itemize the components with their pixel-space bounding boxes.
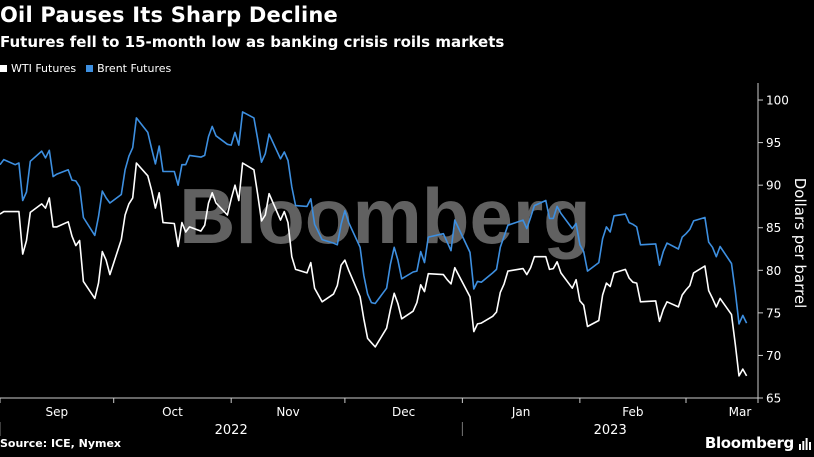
- y-tick-label: 75: [766, 306, 781, 320]
- chart-title: Oil Pauses Its Sharp Decline: [0, 3, 338, 27]
- legend-swatch-brent: [86, 65, 94, 72]
- x-tick-label: Mar: [729, 405, 752, 419]
- y-tick-label: 85: [766, 221, 781, 235]
- y-tick-label: 80: [766, 264, 781, 278]
- y-tick-label: 90: [766, 179, 781, 193]
- x-tick-label: Nov: [276, 405, 299, 419]
- y-tick-label: 95: [766, 136, 781, 150]
- legend-item-wti: WTI Futures: [0, 62, 76, 75]
- legend-label-brent: Brent Futures: [97, 62, 172, 75]
- source-note: Source: ICE, Nymex: [0, 437, 122, 450]
- legend-swatch-wti: [0, 65, 7, 72]
- legend-label-wti: WTI Futures: [11, 62, 77, 75]
- x-tick-label: Jan: [511, 405, 531, 419]
- legend: WTI Futures Brent Futures: [0, 62, 171, 75]
- x-tick-label: Dec: [392, 405, 415, 419]
- chart-icon: [799, 438, 811, 450]
- bloomberg-watermark: Bloomberg: [179, 172, 591, 260]
- y-tick-label: 65: [766, 392, 781, 406]
- series-line-wti: [0, 162, 748, 377]
- y-tick-label: 100: [766, 94, 789, 108]
- x-tick-label: Feb: [622, 405, 643, 419]
- legend-item-brent: Brent Futures: [86, 62, 171, 75]
- bloomberg-logo: Bloomberg: [704, 434, 794, 452]
- year-label: 2022: [215, 423, 248, 438]
- x-tick-label: Oct: [162, 405, 183, 419]
- series-line-brent: [0, 111, 748, 325]
- y-axis-label: Dollars per barrel: [791, 178, 809, 309]
- year-label: 2023: [594, 423, 627, 438]
- y-tick-label: 70: [766, 349, 781, 363]
- chart-subtitle: Futures fell to 15-month low as banking …: [0, 33, 505, 51]
- x-tick-label: Sep: [46, 405, 69, 419]
